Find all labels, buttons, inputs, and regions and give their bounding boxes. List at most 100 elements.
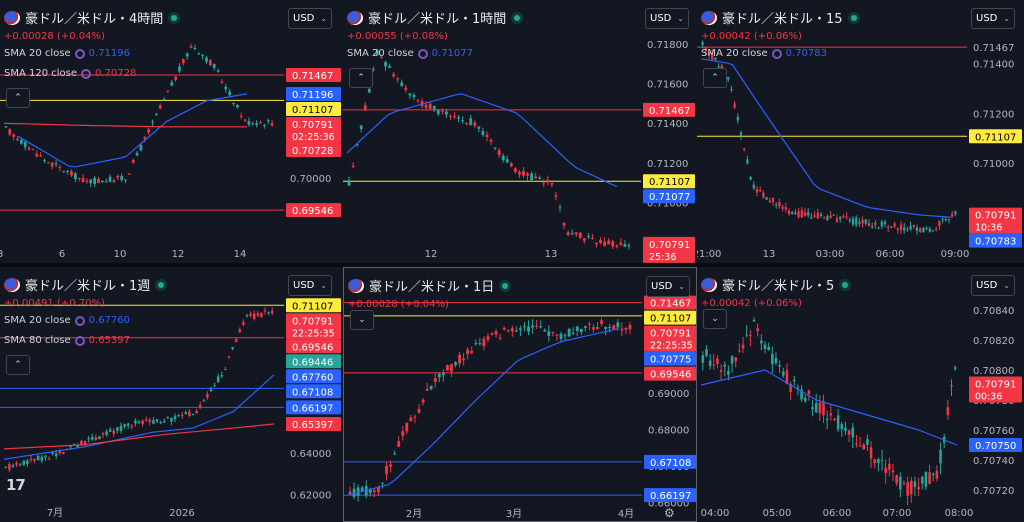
currency-select[interactable]: USD ⌄	[646, 276, 690, 297]
symbol-header[interactable]: 豪ドル／米ドル・4時間	[4, 8, 181, 27]
chart-panel-p4[interactable]: 0.64000 0.62000 0.71107 0.70791 22:25:35 0.69…	[0, 267, 343, 522]
chart-panel-p3[interactable]: 0.71467 0.71400 0.71200 0.71000 0.71107 0.707…	[697, 0, 1024, 263]
candle-body	[575, 326, 579, 331]
indicator-settings-icon[interactable]	[771, 48, 782, 59]
symbol-header[interactable]: 豪ドル／米ドル・5	[701, 275, 852, 294]
chart-panel-p5[interactable]: 0.690000.680000.670000.660000.714670.711…	[343, 267, 697, 522]
chart-canvas[interactable]: 0.718000.716000.714000.712000.710000.708…	[343, 0, 697, 263]
candle-body	[534, 176, 538, 179]
candle-body	[530, 173, 534, 181]
market-open-icon	[499, 279, 512, 292]
candle-body	[714, 57, 717, 60]
candle-body	[97, 178, 100, 184]
indicator-legend[interactable]: SMA 120 close 0.70728	[4, 68, 136, 79]
chart-canvas[interactable]: 0.71467 0.71400 0.71200 0.71000 0.71107 0.707…	[697, 0, 1024, 263]
candle-body	[356, 487, 360, 496]
candle-body	[719, 370, 723, 372]
candle-body	[736, 116, 739, 121]
candle-body	[551, 332, 555, 334]
candle-body	[15, 462, 18, 465]
currency-select[interactable]: USD ⌄	[288, 8, 332, 29]
candle-body	[432, 106, 436, 110]
candle-body	[39, 155, 42, 157]
chart-panel-p6[interactable]: 0.708400.708200.708000.707800.707600.707…	[697, 267, 1024, 522]
currency-select[interactable]: USD ⌄	[971, 8, 1015, 29]
candle-body	[130, 426, 134, 428]
candle-body	[756, 328, 759, 332]
legend-collapse-button[interactable]: ⌄	[350, 310, 374, 330]
price-label	[286, 369, 341, 384]
legend-collapse-button[interactable]: ⌃	[703, 68, 727, 88]
candle-body	[910, 480, 913, 495]
currency-select[interactable]: USD ⌄	[645, 8, 689, 29]
candle-body	[450, 364, 453, 372]
candle-body	[701, 42, 704, 45]
indicator-value: 0.71077	[431, 48, 474, 59]
indicator-legend[interactable]: SMA 20 close 0.70783	[701, 48, 827, 59]
legend-collapse-button[interactable]: ⌃	[349, 68, 373, 88]
price-label-text: 0.70791	[292, 316, 333, 327]
indicator-settings-icon[interactable]	[74, 48, 85, 59]
candle-body	[890, 226, 893, 228]
price-label-text: 0.67108	[650, 458, 691, 469]
indicator-settings-icon[interactable]	[81, 68, 92, 79]
candle-body	[27, 147, 31, 150]
indicator-name: SMA 20 close	[347, 48, 414, 59]
indicator-value: 0.70783	[785, 48, 828, 59]
tradingview-logo[interactable]: 17	[6, 476, 26, 494]
candle-body	[866, 439, 869, 445]
indicator-legend[interactable]: SMA 80 close 0.65397	[4, 335, 130, 346]
candle-body	[571, 332, 575, 334]
currency-label: USD	[976, 280, 998, 291]
currency-label: USD	[293, 13, 315, 24]
symbol-header[interactable]: 豪ドル／米ドル・1時間	[347, 8, 524, 27]
indicator-legend[interactable]: SMA 20 close 0.67760	[4, 315, 130, 326]
candle-body	[220, 375, 224, 377]
candle-body	[845, 216, 848, 218]
candle-body	[372, 490, 376, 493]
settings-gear-icon[interactable]: ⚙	[664, 506, 675, 520]
chart-canvas[interactable]: 0.70000 0.71467 0.71196 0.71107 0.7079102:25…	[0, 0, 343, 263]
candle-body	[874, 222, 877, 226]
indicator-legend[interactable]: SMA 20 close 0.71196	[4, 48, 130, 59]
chart-panel-p2[interactable]: 0.718000.716000.714000.712000.710000.708…	[343, 0, 697, 263]
candle-body	[453, 116, 456, 118]
candle-body	[444, 111, 448, 115]
candle-body	[348, 491, 352, 495]
sma-line	[3, 122, 247, 128]
chart-panel-p1[interactable]: 0.70000 0.71467 0.71196 0.71107 0.70791 02:25…	[0, 0, 343, 263]
candle-body	[158, 105, 162, 109]
y-axis-tick: 0.70800	[973, 366, 1014, 377]
indicator-settings-icon[interactable]	[74, 335, 85, 346]
candle-body	[611, 241, 615, 247]
candle-body	[818, 402, 822, 414]
candle-body	[33, 458, 36, 461]
currency-select[interactable]: USD ⌄	[288, 275, 332, 296]
chart-canvas[interactable]: 0.690000.680000.670000.660000.714670.711…	[344, 268, 697, 522]
x-axis-tick: 05:00	[763, 508, 792, 519]
legend-collapse-button[interactable]: ⌃	[6, 88, 30, 108]
x-axis-tick: 09:00	[941, 249, 970, 260]
indicator-settings-icon[interactable]	[417, 48, 428, 59]
candle-body	[840, 424, 844, 430]
symbol-header[interactable]: 豪ドル／米ドル・1週	[4, 275, 168, 294]
candle-body	[360, 487, 364, 492]
symbol-header[interactable]: 豪ドル／米ドル・15	[701, 8, 860, 27]
chart-canvas[interactable]: 0.708400.708200.708000.707800.707600.707…	[697, 267, 1024, 522]
indicator-legend[interactable]: SMA 20 close 0.71077	[347, 48, 473, 59]
legend-collapse-button[interactable]: ⌃	[6, 355, 30, 375]
symbol-header[interactable]: 豪ドル／米ドル・1日	[348, 276, 512, 295]
legend-collapse-button[interactable]: ⌄	[703, 309, 727, 329]
indicator-settings-icon[interactable]	[74, 315, 85, 326]
currency-select[interactable]: USD ⌄	[971, 275, 1015, 296]
candle-body	[954, 211, 957, 215]
candle-body	[775, 204, 778, 206]
candle-body	[931, 473, 935, 476]
candle-body	[62, 452, 65, 454]
candle-body	[4, 126, 8, 128]
candle-body	[400, 82, 404, 87]
candle-body	[858, 445, 862, 447]
au-us-flag-icon	[701, 10, 717, 25]
candle-body	[596, 327, 599, 329]
